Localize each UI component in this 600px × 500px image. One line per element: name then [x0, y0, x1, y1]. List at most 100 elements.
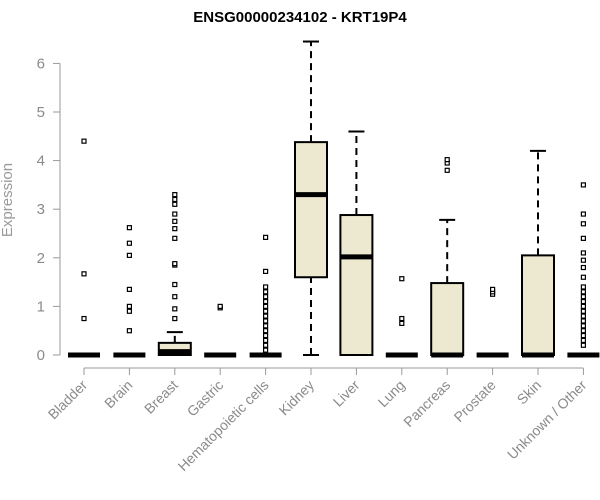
y-tick-label: 3	[37, 201, 45, 218]
outlier-point	[580, 308, 587, 314]
outlier-point	[580, 284, 587, 290]
box-breast	[157, 192, 192, 357]
outlier-point	[580, 257, 587, 263]
outlier-point	[172, 261, 178, 267]
outlier-point	[580, 323, 587, 329]
box-lung	[385, 276, 418, 358]
outlier-point	[580, 337, 587, 344]
outlier-point	[580, 250, 587, 256]
box-skin	[521, 149, 555, 358]
outlier-point	[263, 328, 269, 334]
iqr-box	[294, 141, 328, 279]
outlier-point	[399, 276, 405, 282]
x-tick-label: Pancreas	[400, 377, 453, 430]
outlier-point	[172, 235, 178, 241]
outlier-point	[172, 281, 178, 288]
outlier-point	[81, 315, 87, 322]
iqr-box	[339, 214, 374, 356]
x-tick-label: Breast	[141, 377, 181, 417]
outlier-point	[263, 289, 269, 295]
boxes-group	[68, 40, 600, 358]
outlier-point	[263, 298, 269, 305]
outlier-point	[580, 328, 587, 334]
outlier-point	[172, 315, 178, 322]
outlier-point	[580, 221, 587, 227]
outlier-point	[580, 318, 587, 324]
y-tick-label: 0	[37, 347, 45, 364]
iqr-box	[521, 254, 555, 356]
x-tick-label: Lung	[375, 377, 408, 410]
y-axis: 0 1 2 3 4 5 6	[37, 55, 61, 364]
outlier-point	[81, 138, 87, 144]
outlier-point	[172, 201, 178, 207]
outlier-point	[580, 182, 587, 188]
outlier-point	[263, 323, 269, 329]
x-tick-label: Bladder	[45, 377, 91, 423]
x-tick-label: Hematopoietic cells	[175, 377, 272, 474]
outlier-point	[263, 332, 269, 339]
outlier-point	[444, 167, 450, 173]
x-tick-label: Brain	[101, 377, 135, 411]
outlier-point	[126, 303, 133, 309]
y-tick-label: 2	[37, 250, 45, 267]
box-bladder	[68, 138, 100, 358]
chart-title: ENSG00000234102 - KRT19P4	[193, 9, 407, 26]
y-tick-label: 5	[37, 104, 45, 121]
x-tick-label: Kidney	[276, 377, 318, 419]
outlier-point	[580, 264, 587, 271]
outlier-point	[580, 332, 587, 339]
outlier-point	[580, 313, 587, 319]
outlier-point	[580, 303, 587, 309]
outlier-point	[172, 218, 178, 224]
outlier-point	[490, 286, 496, 292]
outlier-point	[263, 294, 269, 300]
box-pancreas	[430, 157, 465, 358]
iqr-box	[430, 282, 465, 356]
outlier-point	[263, 342, 269, 348]
outlier-point	[263, 318, 269, 324]
outlier-point	[580, 294, 587, 300]
outlier-point	[172, 226, 178, 232]
outlier-point	[126, 240, 133, 246]
outlier-point	[172, 306, 178, 312]
outlier-point	[81, 271, 87, 277]
box-gastric	[204, 303, 237, 358]
x-tick-label: Prostate	[451, 377, 499, 425]
x-tick-label: Unknown / Other	[504, 377, 590, 463]
outlier-point	[263, 284, 269, 290]
outlier-point	[580, 274, 587, 280]
y-axis-label: Expression	[0, 163, 16, 237]
outlier-point	[263, 347, 269, 353]
x-tick-label: Liver	[330, 377, 363, 410]
outlier-point	[172, 196, 178, 203]
x-tick-label: Gastric	[184, 377, 227, 420]
outlier-point	[399, 315, 405, 322]
outlier-point	[263, 308, 269, 314]
box-brain	[113, 225, 146, 358]
box-prostate	[476, 286, 509, 358]
outlier-point	[444, 157, 450, 163]
outlier-point	[263, 234, 269, 240]
outlier-point	[263, 313, 269, 319]
box-unknown-other	[567, 182, 600, 358]
outlier-point	[126, 286, 133, 292]
outlier-point	[263, 268, 269, 275]
outlier-point	[580, 342, 587, 348]
y-tick-label: 6	[37, 55, 45, 72]
box-kidney	[294, 40, 328, 356]
y-tick-label: 1	[37, 298, 45, 315]
outlier-point	[580, 235, 587, 241]
outlier-point	[399, 320, 405, 327]
outlier-point	[172, 192, 178, 198]
outlier-point	[126, 225, 133, 231]
outlier-point	[263, 337, 269, 344]
outlier-point	[580, 211, 587, 217]
y-tick-label: 4	[37, 153, 45, 170]
outlier-point	[172, 294, 178, 300]
outlier-point	[580, 298, 587, 305]
x-tick-label: Skin	[514, 377, 545, 408]
outlier-point	[263, 303, 269, 309]
outlier-point	[126, 252, 133, 258]
